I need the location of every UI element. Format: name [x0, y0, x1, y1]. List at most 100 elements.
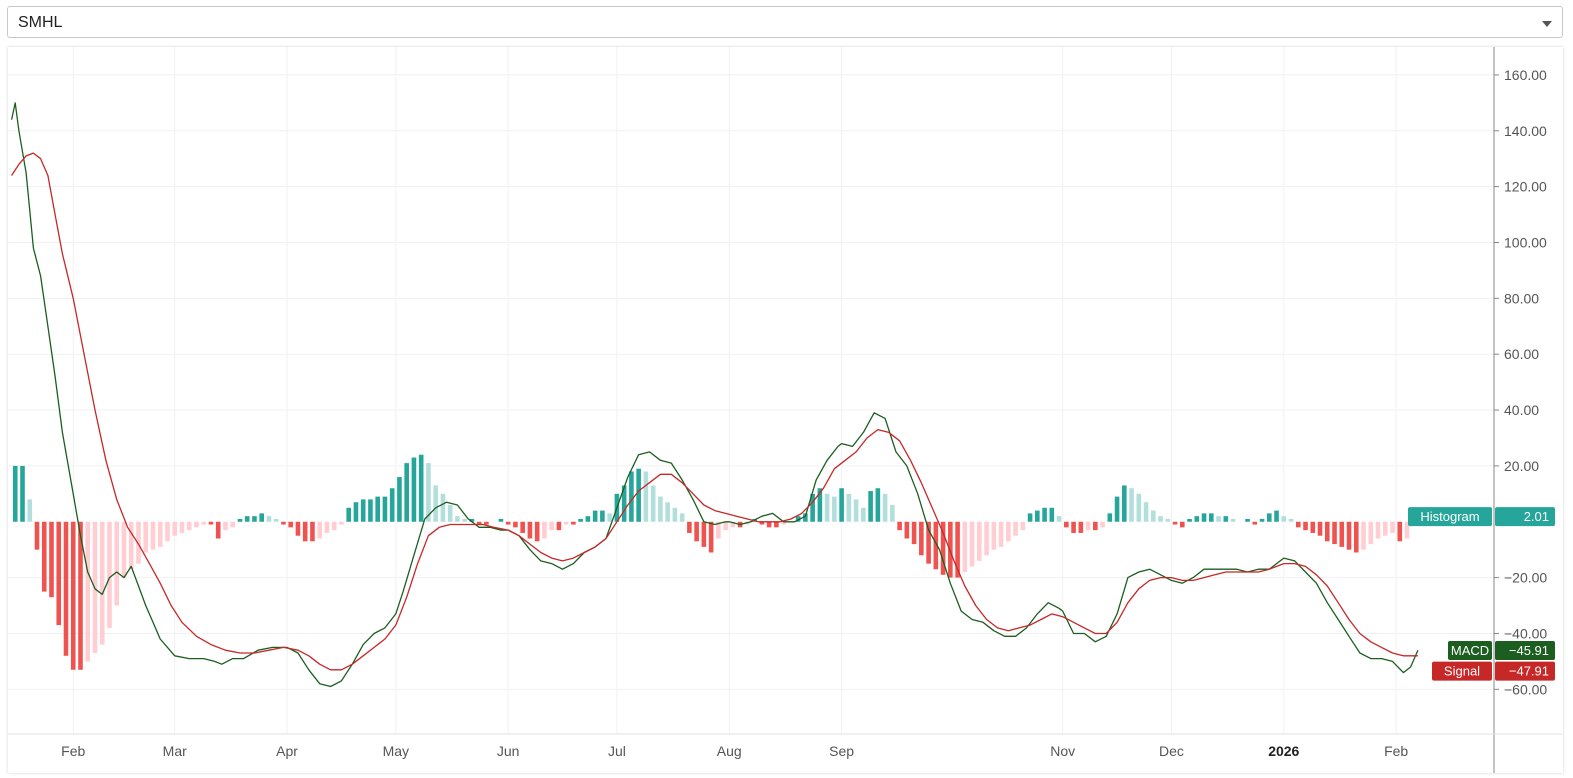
histogram-bar — [223, 521, 228, 531]
histogram-bar — [759, 521, 765, 525]
histogram-bar — [1172, 521, 1178, 525]
x-tick-label: Nov — [1050, 743, 1075, 759]
chevron-down-icon — [1542, 21, 1552, 27]
histogram-bar — [1114, 496, 1120, 522]
histogram-value: 2.01 — [1524, 509, 1549, 524]
y-tick-label: −20.00 — [1504, 570, 1547, 586]
histogram-bar — [716, 521, 721, 539]
histogram-bar — [1382, 521, 1388, 536]
histogram-bar — [861, 507, 866, 522]
histogram-bar — [1230, 518, 1236, 522]
histogram-bar — [621, 485, 627, 522]
histogram-bar — [157, 521, 163, 547]
histogram-bar — [259, 513, 265, 522]
histogram-bar — [281, 521, 286, 525]
histogram-bar — [266, 516, 272, 522]
histogram-bars — [12, 454, 1417, 670]
histogram-bar — [1085, 521, 1091, 531]
histogram-bar — [911, 521, 917, 545]
histogram-bar — [1013, 521, 1018, 536]
y-tick-label: 20.00 — [1504, 458, 1539, 474]
histogram-name-box — [1408, 507, 1492, 527]
histogram-bar — [1071, 521, 1076, 533]
histogram-name: Histogram — [1420, 509, 1479, 524]
histogram-bar — [991, 521, 997, 550]
histogram-bar — [150, 521, 156, 550]
histogram-bar — [810, 493, 815, 522]
histogram-bar — [795, 516, 801, 522]
histogram-bar — [897, 521, 902, 531]
last-value-labels: Histogram 2.01 MACD −45.91 Signal −47.91 — [1408, 507, 1555, 681]
histogram-bar — [600, 510, 605, 522]
signal-value-label: Signal −47.91 — [1432, 661, 1555, 681]
histogram-bar — [1165, 518, 1171, 522]
x-tick-label: Apr — [276, 743, 298, 759]
histogram-bar — [469, 518, 475, 522]
x-tick-label: Mar — [163, 743, 187, 759]
histogram-bar — [1143, 502, 1149, 522]
histogram-bar — [360, 499, 366, 522]
histogram-bar — [484, 521, 489, 525]
histogram-bar — [78, 521, 83, 670]
macd-name: MACD — [1451, 643, 1489, 658]
y-tick-label: 160.00 — [1504, 67, 1547, 83]
histogram-bar — [426, 463, 431, 522]
histogram-bar — [339, 521, 344, 525]
histogram-bar — [1223, 516, 1229, 522]
histogram-bar — [1274, 510, 1279, 522]
histogram-bar — [1259, 518, 1265, 522]
histogram-bar — [962, 521, 968, 573]
histogram-bar — [868, 491, 873, 522]
histogram-bar — [658, 496, 663, 522]
histogram-bar — [701, 521, 707, 547]
y-tick-label: −40.00 — [1504, 625, 1547, 641]
y-tick-label: 80.00 — [1504, 290, 1539, 306]
y-tick-label: 60.00 — [1504, 346, 1539, 362]
histogram-bar — [904, 521, 910, 539]
histogram-bar — [839, 488, 844, 522]
histogram-bar — [817, 488, 823, 522]
histogram-bar — [382, 496, 388, 522]
y-tick-label: 100.00 — [1504, 234, 1547, 250]
x-tick-label: May — [383, 743, 409, 759]
macd-chart[interactable]: Feb Mar Apr May Jun Jul Aug Sep Nov Dec 2026 Feb 160… — [8, 47, 1563, 773]
histogram-bar — [650, 485, 656, 522]
histogram-bar — [1136, 493, 1142, 522]
histogram-bar — [1194, 516, 1200, 522]
histogram-bar — [948, 521, 953, 578]
symbol-select[interactable]: SMHL — [7, 6, 1563, 38]
histogram-bar — [766, 521, 772, 528]
histogram-bar — [389, 488, 395, 522]
histogram-bar — [1324, 521, 1330, 542]
histogram-bar — [34, 521, 40, 550]
histogram-bar — [433, 485, 438, 522]
histogram-bar — [179, 521, 185, 533]
x-tick-label: Feb — [1384, 743, 1408, 759]
x-tick-label: Jun — [497, 743, 520, 759]
histogram-bar — [534, 521, 540, 542]
histogram-bar — [1375, 521, 1381, 539]
histogram-bar — [1303, 521, 1308, 531]
histogram-bar — [984, 521, 989, 556]
chart-panel[interactable]: Feb Mar Apr May Jun Jul Aug Sep Nov Dec 2026 Feb 160… — [8, 47, 1563, 773]
histogram-bar — [846, 493, 852, 522]
histogram-bar — [1122, 485, 1127, 522]
histogram-bar — [1281, 516, 1287, 522]
histogram-bar — [1317, 521, 1323, 536]
histogram-bar — [107, 521, 112, 628]
histogram-bar — [1397, 521, 1403, 542]
histogram-bar — [549, 521, 554, 531]
signal-value-box — [1495, 661, 1555, 681]
histogram-bar — [1049, 507, 1055, 522]
histogram-bar — [1245, 518, 1250, 522]
histogram-bar — [411, 457, 417, 522]
histogram-bar — [592, 510, 598, 522]
histogram-bar — [1006, 521, 1011, 542]
histogram-bar — [1216, 516, 1221, 522]
histogram-bar — [1201, 513, 1207, 522]
histogram-bar — [832, 496, 837, 522]
signal-name: Signal — [1444, 664, 1480, 679]
histogram-bar — [295, 521, 301, 536]
histogram-bar — [933, 521, 939, 570]
histogram-bar — [128, 521, 134, 570]
